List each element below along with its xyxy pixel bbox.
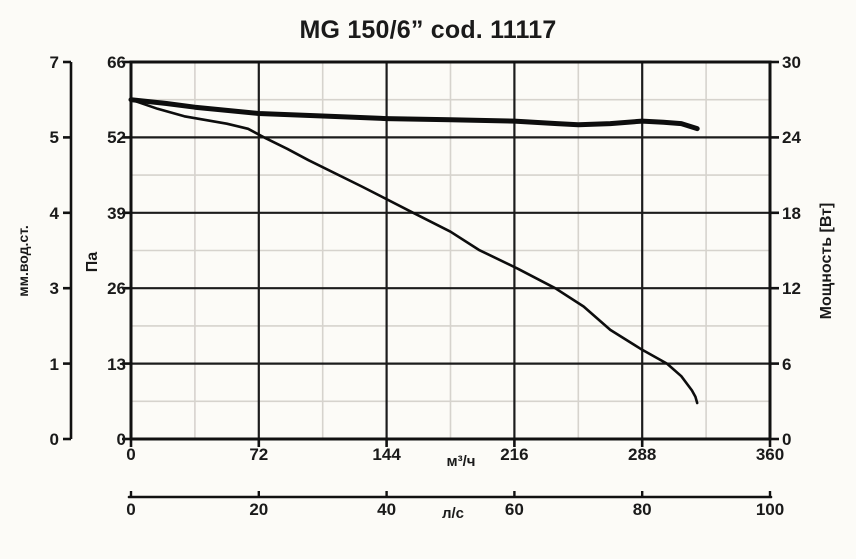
tick-label: 66 — [107, 53, 126, 72]
tick-label: 30 — [782, 53, 801, 72]
tick-label: 26 — [107, 279, 126, 299]
tick-label: 0 — [126, 500, 136, 519]
tick-label: 0 — [126, 445, 136, 464]
tick-label: 1 — [49, 354, 59, 374]
tick-label: 24 — [782, 128, 801, 148]
chart-title: MG 150/6” cod. 11117 — [299, 16, 557, 44]
watt-axis-title: Мощность [Вт] — [818, 202, 835, 320]
tick-label: 39 — [107, 203, 126, 223]
tick-label: 360 — [755, 445, 785, 464]
pa-axis-title: Па — [84, 251, 101, 273]
tick-label: 20 — [249, 500, 269, 519]
tick-label: 40 — [377, 500, 397, 519]
tick-label: 3 — [49, 279, 59, 299]
tick-label: 0 — [782, 430, 792, 449]
tick-label: 6 — [782, 354, 792, 374]
pressure-curve — [129, 98, 699, 405]
tick-label: 288 — [628, 445, 657, 464]
tick-label: 18 — [782, 203, 801, 223]
tick-label: 144 — [372, 445, 401, 464]
tick-label: 100 — [755, 500, 785, 519]
tick-label: 80 — [632, 500, 652, 519]
mm-axis-title: мм.вод.ст. — [15, 225, 31, 297]
tick-label: 52 — [107, 128, 126, 148]
tick-label: 216 — [500, 445, 529, 464]
tick-label: 13 — [107, 354, 126, 374]
tick-label: 4 — [49, 203, 59, 223]
tick-label: 12 — [782, 279, 801, 299]
tick-label: 5 — [49, 128, 59, 148]
m3h-axis-title: м³/ч — [446, 453, 476, 470]
ls-axis-title: л/с — [441, 505, 465, 522]
tick-label: 60 — [504, 500, 524, 519]
power-curve — [128, 97, 700, 132]
tick-label: 7 — [49, 53, 59, 72]
tick-label: 0 — [116, 430, 126, 449]
tick-label: 0 — [49, 430, 59, 449]
tick-label: 72 — [249, 445, 269, 464]
